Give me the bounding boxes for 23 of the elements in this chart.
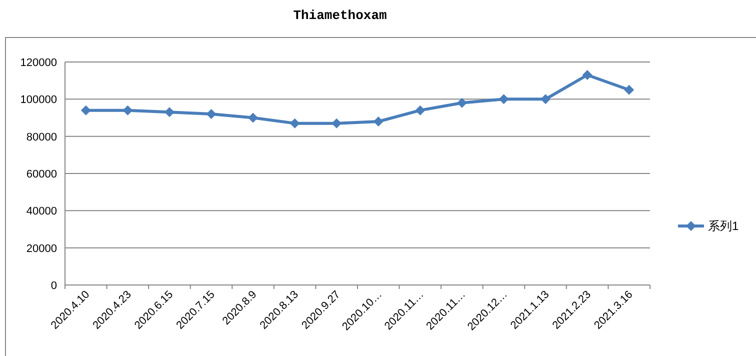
point <box>122 105 133 116</box>
point <box>332 118 342 128</box>
point <box>624 84 634 95</box>
point <box>206 109 216 120</box>
point <box>582 70 592 80</box>
y-tick-label: 80000 <box>26 131 57 144</box>
point <box>248 112 258 123</box>
y-tick-label: 120000 <box>20 57 57 69</box>
point <box>456 98 467 108</box>
point <box>540 94 551 104</box>
legend-label: 系列1 <box>708 219 739 233</box>
point <box>164 107 174 118</box>
point <box>290 118 300 128</box>
y-tick-label: 60000 <box>26 168 57 180</box>
y-tick-label: 20000 <box>26 242 57 255</box>
point <box>80 105 91 116</box>
y-tick-label: 100000 <box>20 94 57 106</box>
point <box>498 94 509 104</box>
chart-title: Thiamethoxam <box>293 8 387 23</box>
point <box>415 105 426 116</box>
y-tick-label: 40000 <box>26 206 57 218</box>
point <box>373 116 384 126</box>
y-tick-label: 0 <box>50 280 57 292</box>
